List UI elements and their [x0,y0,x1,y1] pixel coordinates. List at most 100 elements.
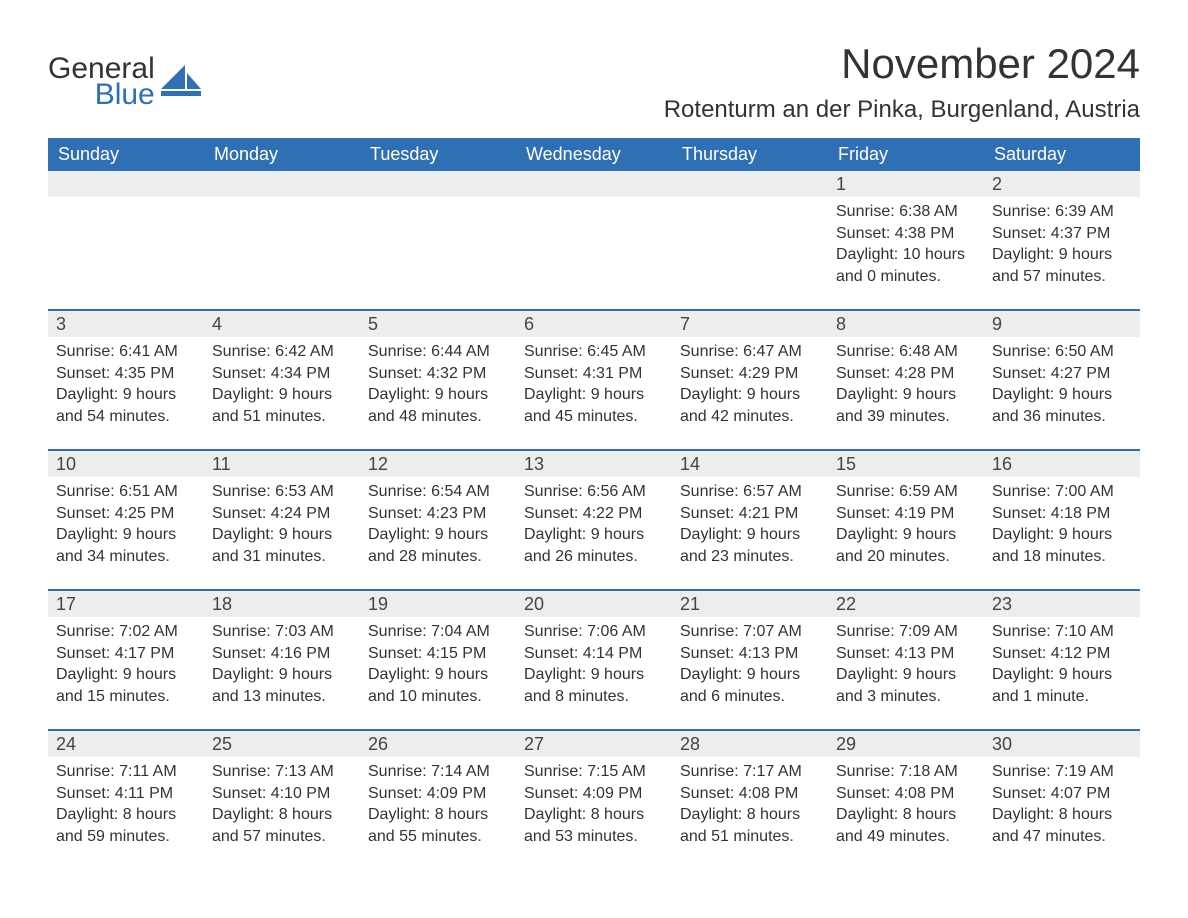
sunset-text: Sunset: 4:32 PM [368,363,508,385]
day-number: 12 [360,451,516,477]
day-details: Sunrise: 7:00 AMSunset: 4:18 PMDaylight:… [984,477,1140,575]
sunset-text: Sunset: 4:07 PM [992,783,1132,805]
sunset-text: Sunset: 4:21 PM [680,503,820,525]
day-number: 4 [204,311,360,337]
sunset-text: Sunset: 4:13 PM [836,643,976,665]
day-number: 28 [672,731,828,757]
empty-day-bar [672,171,828,197]
week-row: 10Sunrise: 6:51 AMSunset: 4:25 PMDayligh… [48,449,1140,589]
sunrise-text: Sunrise: 6:44 AM [368,341,508,363]
day-cell: 8Sunrise: 6:48 AMSunset: 4:28 PMDaylight… [828,311,984,449]
day-number: 14 [672,451,828,477]
sunrise-text: Sunrise: 7:06 AM [524,621,664,643]
sunrise-text: Sunrise: 6:38 AM [836,201,976,223]
logo-sail-icon [161,65,205,99]
day-cell: 28Sunrise: 7:17 AMSunset: 4:08 PMDayligh… [672,731,828,869]
day-cell: 27Sunrise: 7:15 AMSunset: 4:09 PMDayligh… [516,731,672,869]
day-details: Sunrise: 6:41 AMSunset: 4:35 PMDaylight:… [48,337,204,435]
sunset-text: Sunset: 4:10 PM [212,783,352,805]
daylight-text: Daylight: 9 hours and 36 minutes. [992,384,1132,427]
sunset-text: Sunset: 4:23 PM [368,503,508,525]
daylight-text: Daylight: 10 hours and 0 minutes. [836,244,976,287]
day-details: Sunrise: 6:57 AMSunset: 4:21 PMDaylight:… [672,477,828,575]
day-cell: 11Sunrise: 6:53 AMSunset: 4:24 PMDayligh… [204,451,360,589]
day-number: 6 [516,311,672,337]
day-number: 2 [984,171,1140,197]
day-details: Sunrise: 6:59 AMSunset: 4:19 PMDaylight:… [828,477,984,575]
day-cell [48,171,204,309]
day-details: Sunrise: 7:02 AMSunset: 4:17 PMDaylight:… [48,617,204,715]
day-details: Sunrise: 7:11 AMSunset: 4:11 PMDaylight:… [48,757,204,855]
sunset-text: Sunset: 4:24 PM [212,503,352,525]
sunset-text: Sunset: 4:27 PM [992,363,1132,385]
day-number: 13 [516,451,672,477]
sunrise-text: Sunrise: 7:09 AM [836,621,976,643]
logo: General Blue [48,40,205,110]
day-cell: 25Sunrise: 7:13 AMSunset: 4:10 PMDayligh… [204,731,360,869]
title-block: November 2024 Rotenturm an der Pinka, Bu… [664,40,1140,124]
day-cell [360,171,516,309]
day-details: Sunrise: 6:51 AMSunset: 4:25 PMDaylight:… [48,477,204,575]
day-cell: 17Sunrise: 7:02 AMSunset: 4:17 PMDayligh… [48,591,204,729]
sunrise-text: Sunrise: 6:56 AM [524,481,664,503]
sunrise-text: Sunrise: 6:54 AM [368,481,508,503]
day-cell: 3Sunrise: 6:41 AMSunset: 4:35 PMDaylight… [48,311,204,449]
sunrise-text: Sunrise: 6:57 AM [680,481,820,503]
daylight-text: Daylight: 9 hours and 39 minutes. [836,384,976,427]
day-number: 24 [48,731,204,757]
daylight-text: Daylight: 8 hours and 49 minutes. [836,804,976,847]
empty-day-bar [204,171,360,197]
sunrise-text: Sunrise: 7:07 AM [680,621,820,643]
sunrise-text: Sunrise: 6:53 AM [212,481,352,503]
day-cell: 24Sunrise: 7:11 AMSunset: 4:11 PMDayligh… [48,731,204,869]
daylight-text: Daylight: 9 hours and 31 minutes. [212,524,352,567]
sunrise-text: Sunrise: 6:41 AM [56,341,196,363]
day-cell: 9Sunrise: 6:50 AMSunset: 4:27 PMDaylight… [984,311,1140,449]
day-details: Sunrise: 7:06 AMSunset: 4:14 PMDaylight:… [516,617,672,715]
day-details: Sunrise: 6:53 AMSunset: 4:24 PMDaylight:… [204,477,360,575]
sunset-text: Sunset: 4:16 PM [212,643,352,665]
sunrise-text: Sunrise: 6:50 AM [992,341,1132,363]
sunset-text: Sunset: 4:34 PM [212,363,352,385]
day-cell: 10Sunrise: 6:51 AMSunset: 4:25 PMDayligh… [48,451,204,589]
sunset-text: Sunset: 4:31 PM [524,363,664,385]
sunset-text: Sunset: 4:35 PM [56,363,196,385]
day-cell: 6Sunrise: 6:45 AMSunset: 4:31 PMDaylight… [516,311,672,449]
sunrise-text: Sunrise: 7:14 AM [368,761,508,783]
daylight-text: Daylight: 8 hours and 59 minutes. [56,804,196,847]
day-cell [516,171,672,309]
day-details: Sunrise: 6:44 AMSunset: 4:32 PMDaylight:… [360,337,516,435]
weekday-header: Friday [828,138,984,171]
day-number: 5 [360,311,516,337]
daylight-text: Daylight: 8 hours and 55 minutes. [368,804,508,847]
daylight-text: Daylight: 9 hours and 51 minutes. [212,384,352,427]
daylight-text: Daylight: 9 hours and 8 minutes. [524,664,664,707]
day-details: Sunrise: 6:45 AMSunset: 4:31 PMDaylight:… [516,337,672,435]
weekday-header: Monday [204,138,360,171]
daylight-text: Daylight: 9 hours and 48 minutes. [368,384,508,427]
day-details: Sunrise: 7:19 AMSunset: 4:07 PMDaylight:… [984,757,1140,855]
day-cell [204,171,360,309]
daylight-text: Daylight: 9 hours and 3 minutes. [836,664,976,707]
day-details: Sunrise: 7:17 AMSunset: 4:08 PMDaylight:… [672,757,828,855]
daylight-text: Daylight: 9 hours and 23 minutes. [680,524,820,567]
sunset-text: Sunset: 4:13 PM [680,643,820,665]
weekday-header: Tuesday [360,138,516,171]
day-number: 21 [672,591,828,617]
sunrise-text: Sunrise: 7:18 AM [836,761,976,783]
day-details: Sunrise: 6:39 AMSunset: 4:37 PMDaylight:… [984,197,1140,295]
day-cell: 20Sunrise: 7:06 AMSunset: 4:14 PMDayligh… [516,591,672,729]
day-number: 25 [204,731,360,757]
sunset-text: Sunset: 4:28 PM [836,363,976,385]
sunset-text: Sunset: 4:14 PM [524,643,664,665]
day-cell: 26Sunrise: 7:14 AMSunset: 4:09 PMDayligh… [360,731,516,869]
sunset-text: Sunset: 4:18 PM [992,503,1132,525]
empty-day-bar [360,171,516,197]
day-number: 10 [48,451,204,477]
daylight-text: Daylight: 8 hours and 51 minutes. [680,804,820,847]
week-row: 17Sunrise: 7:02 AMSunset: 4:17 PMDayligh… [48,589,1140,729]
sunrise-text: Sunrise: 6:45 AM [524,341,664,363]
day-cell [672,171,828,309]
daylight-text: Daylight: 9 hours and 20 minutes. [836,524,976,567]
day-cell: 19Sunrise: 7:04 AMSunset: 4:15 PMDayligh… [360,591,516,729]
